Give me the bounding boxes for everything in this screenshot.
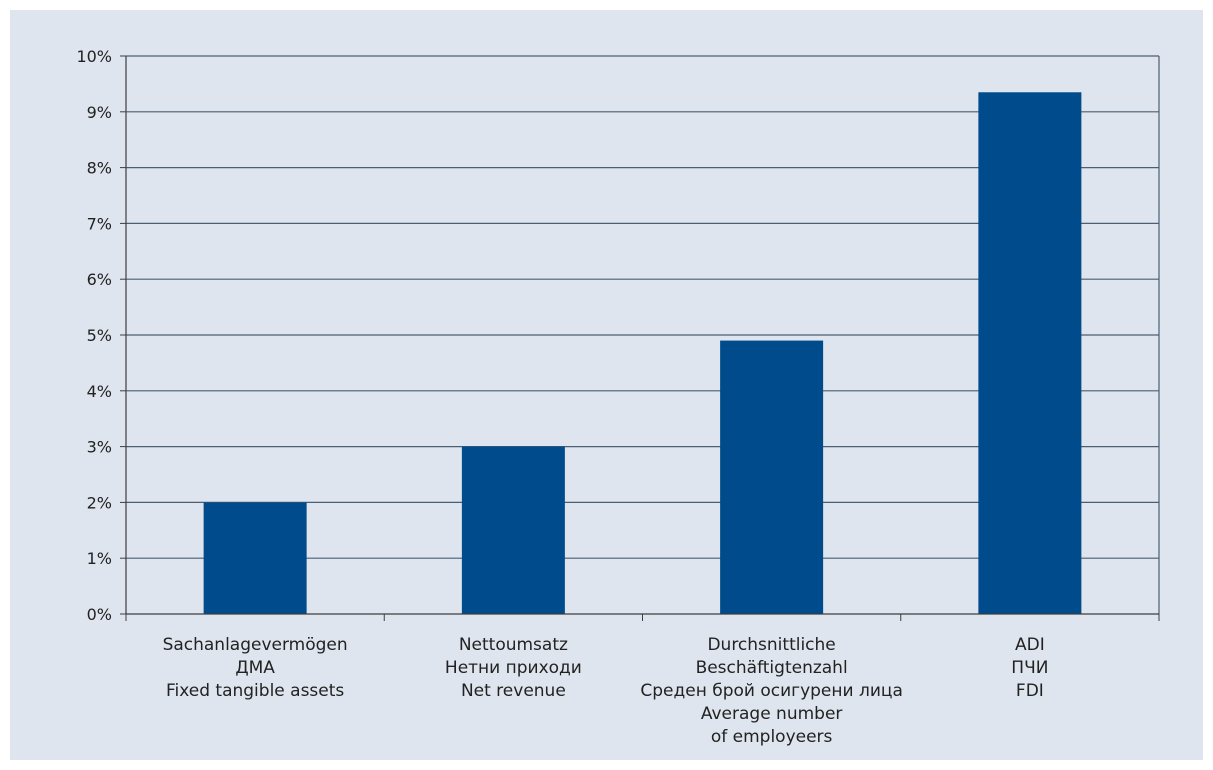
category-label-line: ПЧИ [1011, 658, 1048, 678]
bar [720, 340, 824, 614]
bar [978, 92, 1082, 614]
y-tick-label: 9% [87, 103, 112, 122]
axes [120, 55, 1160, 621]
category-label-line: Average number [701, 704, 843, 724]
category-label-line: Нетни приходи [445, 658, 582, 678]
category-label-line: Fixed tangible assets [166, 681, 344, 701]
category-label-line: of employeers [711, 727, 833, 747]
chart-panel: 0% 1% 2% 3% 4% 5% 6% 7% 8% 9% 10% Sachanlagevermög… [10, 10, 1203, 760]
y-tick-label: 8% [87, 159, 112, 178]
y-tick-label: 7% [87, 214, 112, 233]
category-label-line: Sachanlagevermögen [163, 635, 348, 655]
category-label-line: Net revenue [461, 681, 566, 701]
category-label-line: Durchsnittliche [707, 635, 835, 655]
y-tick-label: 1% [87, 549, 112, 568]
y-tick-label: 2% [87, 493, 112, 512]
category-labels: Sachanlagevermögen ДМА Fixed tangible asse… [163, 635, 1049, 747]
bar-chart: 0% 1% 2% 3% 4% 5% 6% 7% 8% 9% 10% Sachanlagevermög… [76, 47, 1160, 747]
bar [461, 446, 565, 614]
y-tick-label: 4% [87, 382, 112, 401]
y-tick-label: 3% [87, 438, 112, 457]
category-label-line: Beschäftigtenzahl [696, 658, 848, 678]
category-label-line: ДМА [235, 658, 275, 678]
y-tick-labels: 0% 1% 2% 3% 4% 5% 6% 7% 8% 9% 10% [76, 47, 112, 624]
y-tick-label: 5% [87, 326, 112, 345]
category-label-line: Среден брой осигурени лица [640, 681, 903, 701]
category-label-line: ADI [1015, 635, 1045, 655]
bars [203, 92, 1082, 614]
category-label-line: FDI [1016, 681, 1044, 701]
y-tick-label: 0% [87, 605, 112, 624]
bar [203, 502, 307, 614]
y-tick-label: 6% [87, 270, 112, 289]
category-label-line: Nettoumsatz [459, 635, 568, 655]
y-tick-label: 10% [76, 47, 112, 66]
